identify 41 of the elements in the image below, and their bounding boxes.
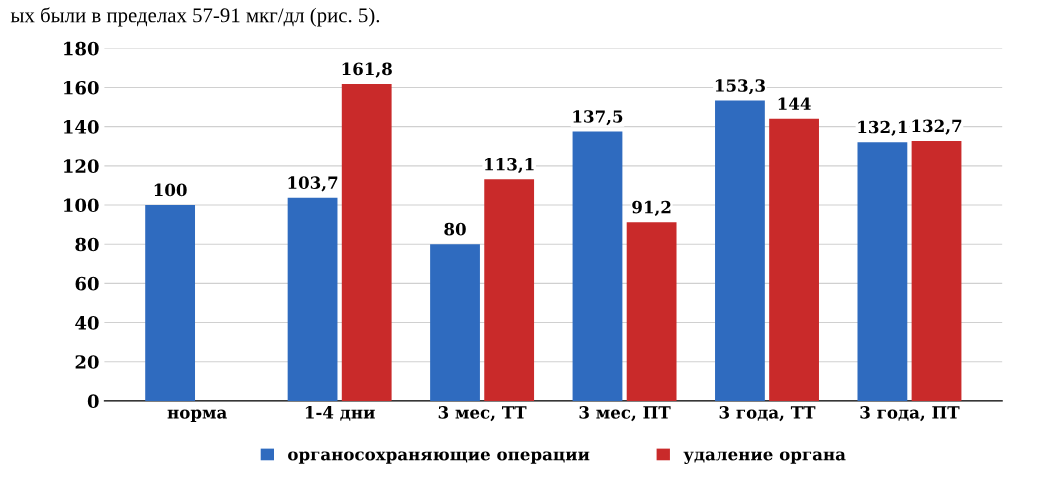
bar (911, 140, 962, 401)
data-label: 100 (154, 183, 187, 197)
y-tick-label: 160 (64, 80, 99, 95)
x-tick-label: 3 мес, ТТ (438, 406, 527, 422)
data-label: 80 (444, 222, 466, 236)
bar (626, 222, 677, 401)
x-tick-label: 1-4 дни (305, 406, 375, 421)
x-tick-label: 3 мес, ПТ (579, 406, 671, 422)
y-tick-label: 20 (75, 355, 99, 369)
bar (572, 131, 623, 401)
bar (341, 83, 392, 401)
data-label: 144 (778, 97, 811, 110)
bar (857, 142, 908, 401)
y-tick-label: 80 (75, 237, 99, 252)
bar (430, 244, 480, 401)
data-label: 161,8 (342, 62, 392, 78)
data-label: 91,2 (632, 200, 671, 216)
bar (769, 118, 819, 401)
data-label: 132,1 (858, 120, 907, 136)
legend-label: удаление органа (683, 451, 846, 464)
data-label: 137,5 (573, 110, 623, 126)
y-tick-label: 60 (75, 276, 99, 291)
legend-label: органосохраняющие операции (288, 451, 590, 464)
y-tick-label: 0 (87, 394, 99, 409)
data-label: 103,7 (288, 176, 338, 192)
x-tick-label: норма (167, 409, 227, 422)
y-tick-label: 180 (64, 41, 99, 56)
data-label: 153,3 (715, 79, 765, 95)
y-tick-label: 120 (64, 159, 99, 173)
x-tick-label: 3 года, ТТ (719, 406, 816, 422)
text: ых были в пределах 57-91 мкг/дл (рис. 5). (10, 7, 380, 27)
bar (287, 197, 338, 401)
data-label: 113,1 (485, 157, 534, 174)
y-tick-label: 40 (75, 316, 99, 330)
y-tick-label: 140 (64, 120, 99, 134)
y-tick-label: 100 (64, 198, 99, 213)
x-tick-label: 3 года, ПТ (860, 406, 960, 422)
bar (715, 100, 765, 401)
data-label: 132,7 (912, 119, 962, 135)
bar (145, 205, 196, 401)
bar (484, 179, 535, 401)
